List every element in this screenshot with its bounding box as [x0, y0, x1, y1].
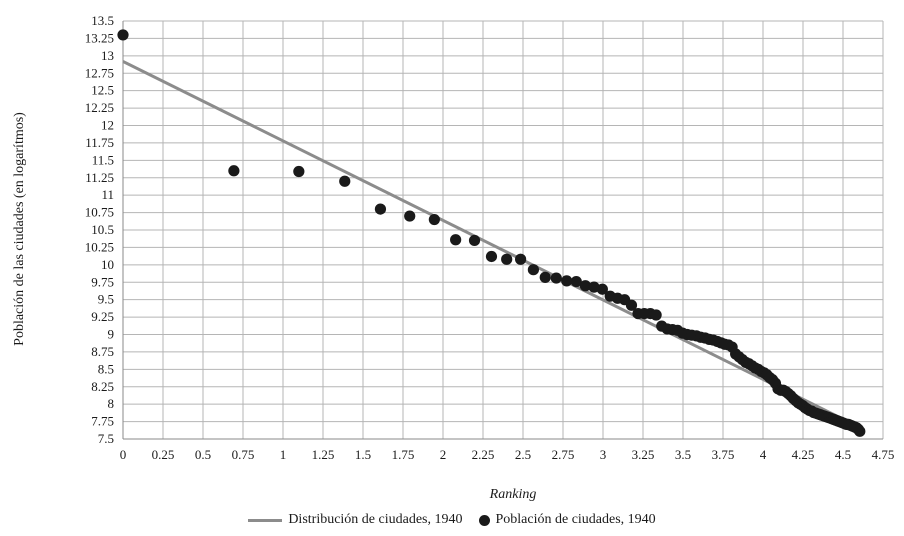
- data-point: [515, 253, 527, 265]
- y-tick-label: 9.5: [98, 292, 114, 307]
- y-tick-label: 12.25: [85, 100, 114, 115]
- x-tick-label: 1.25: [312, 447, 335, 462]
- x-tick-label: 2.5: [515, 447, 531, 462]
- data-point: [374, 203, 387, 215]
- x-tick-label: 0.75: [232, 447, 255, 462]
- y-tick-label: 9: [108, 327, 115, 342]
- y-tick-label: 11.25: [85, 170, 114, 185]
- x-tick-label: 2.75: [552, 447, 575, 462]
- y-tick-label: 12.75: [85, 65, 114, 80]
- data-point: [561, 275, 573, 287]
- data-point: [117, 29, 129, 41]
- y-tick-label: 10.25: [85, 239, 114, 254]
- x-tick-label: 4.75: [872, 447, 895, 462]
- data-point: [579, 280, 592, 292]
- y-tick-label: 11.75: [85, 135, 114, 150]
- x-tick-label: 1.5: [355, 447, 371, 462]
- legend-dot-swatch: [478, 514, 490, 526]
- legend-item-population: Población de ciudades, 1940: [478, 512, 656, 528]
- data-point: [539, 271, 551, 283]
- x-tick-label: 4.25: [792, 447, 815, 462]
- y-axis-ticks: 7.5 7.75 8 8.25 8.5 8.75 9 9.25 9.5 9.75 10 10.25 10…: [85, 13, 114, 446]
- data-point: [428, 213, 440, 226]
- legend-item-distribution: Distribución de ciudades, 1940: [248, 512, 463, 528]
- x-axis-title: Ranking: [489, 487, 537, 502]
- y-tick-label: 8: [108, 396, 115, 411]
- trend-line-group: [122, 60, 862, 430]
- trend-line: [122, 60, 862, 430]
- y-tick-label: 8.5: [98, 361, 114, 376]
- data-point: [625, 299, 638, 311]
- y-tick-label: 13: [101, 48, 114, 63]
- y-tick-label: 7.75: [91, 414, 114, 429]
- legend-line-swatch: [248, 518, 283, 522]
- data-point: [228, 165, 240, 177]
- x-tick-label: 2: [440, 447, 447, 462]
- y-tick-label: 10.5: [91, 222, 114, 237]
- x-tick-label: 1: [280, 447, 287, 462]
- x-tick-label: 1.75: [392, 447, 415, 462]
- data-point: [339, 175, 351, 187]
- x-tick-label: 3: [600, 447, 607, 462]
- legend-label-distribution: Distribución de ciudades, 1940: [288, 512, 463, 527]
- legend-label-population: Población de ciudades, 1940: [495, 512, 656, 527]
- x-tick-label: 3.75: [712, 447, 735, 462]
- x-tick-label: 0.5: [195, 447, 211, 462]
- y-axis-title: Población de las ciudades (en logarítmos…: [12, 112, 27, 346]
- x-tick-label: 3.5: [675, 447, 691, 462]
- x-tick-label: 4: [760, 447, 767, 462]
- chart-legend: Distribución de ciudades, 1940 Población…: [0, 512, 904, 528]
- y-tick-label: 9.25: [91, 309, 114, 324]
- data-point: [501, 253, 513, 265]
- y-tick-label: 10.75: [85, 205, 114, 220]
- data-point: [450, 234, 462, 246]
- grid-lines: [122, 20, 884, 440]
- x-tick-label: 4.5: [835, 447, 851, 462]
- data-points-group: [117, 29, 866, 437]
- data-point: [404, 210, 416, 222]
- x-axis-ticks: 0 0.25 0.5 0.75 1 1.25 1.5 1.75 2 2.25 2.5 2.75 3 3.2…: [120, 447, 895, 462]
- data-point: [468, 234, 481, 247]
- y-tick-label: 9.75: [91, 274, 114, 289]
- data-point: [596, 283, 608, 295]
- x-tick-label: 3.25: [632, 447, 655, 462]
- data-point: [293, 165, 305, 178]
- y-tick-label: 12: [101, 118, 114, 133]
- x-tick-label: 0: [120, 447, 127, 462]
- data-point: [650, 309, 662, 321]
- y-tick-label: 11: [101, 187, 114, 202]
- y-tick-label: 8.25: [91, 379, 114, 394]
- y-tick-label: 7.5: [98, 431, 114, 446]
- data-point: [527, 264, 540, 276]
- y-tick-label: 12.5: [91, 83, 114, 98]
- data-point: [570, 275, 582, 288]
- data-point: [550, 272, 562, 284]
- y-tick-label: 8.75: [91, 344, 114, 359]
- y-tick-label: 11.5: [92, 152, 114, 167]
- data-point: [854, 425, 866, 437]
- data-point: [485, 250, 498, 263]
- x-tick-label: 2.25: [472, 447, 495, 462]
- y-tick-label: 13.25: [85, 30, 114, 45]
- x-tick-label: 0.25: [152, 447, 175, 462]
- y-tick-label: 13.5: [91, 13, 114, 28]
- y-tick-label: 10: [101, 257, 114, 272]
